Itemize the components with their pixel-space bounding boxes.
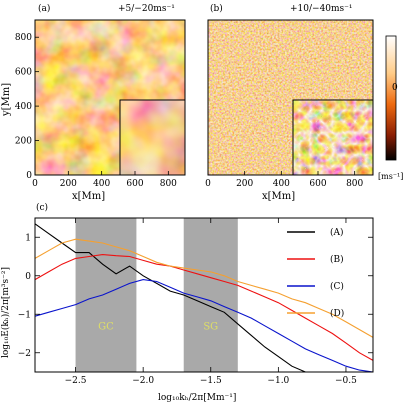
panel-a-range: +5/−20ms⁻¹ [118, 4, 175, 14]
x-tick-label: −0.5 [335, 376, 357, 386]
panel-b-xtick-label: 600 [309, 179, 326, 189]
panel-a-image [34, 19, 186, 176]
panel-a-ylabel: y[Mm] [1, 82, 12, 116]
panel-b-label: (b) [210, 4, 223, 14]
legend-label-b: (B) [330, 254, 344, 265]
y-tick-label: −2 [18, 349, 31, 359]
panel-a-xtick-label: 0 [32, 179, 38, 189]
panel-b-xtick-label: 800 [346, 179, 363, 189]
panel-b-range: +10/−40ms⁻¹ [290, 4, 353, 14]
series-line-c [34, 279, 374, 373]
colorbar-zero-label: 0 [392, 83, 398, 93]
colorbar [385, 35, 397, 161]
panel-c-label: (c) [36, 203, 49, 213]
y-tick-label: −1 [18, 310, 31, 320]
panel-a-xtick-label: 400 [93, 179, 110, 189]
panel-a-xtick-label: 800 [160, 179, 177, 189]
panel-a-label: (a) [38, 4, 51, 14]
x-tick-label: −1.0 [267, 376, 289, 386]
panel-a-xtick-label: 600 [126, 179, 143, 189]
panel-b-xlabel: x[Mm] [262, 191, 296, 202]
x-tick-label: −1.5 [200, 376, 222, 386]
chart-xlabel: log₁₀kₕ/2π[Mm⁻¹] [158, 393, 237, 403]
legend-label-d: (D) [330, 308, 344, 319]
y-tick-label: 0 [25, 272, 31, 282]
panel-a-ytick-label: 600 [15, 68, 32, 78]
panel-b-zoom-inset [293, 100, 373, 175]
panel-b-xtick-label: 400 [273, 179, 290, 189]
panel-a-ytick-label: 400 [15, 102, 32, 112]
panel-a-xtick-label: 200 [60, 179, 77, 189]
legend-label-a: (A) [330, 227, 344, 238]
x-tick-label: −2.5 [65, 376, 87, 386]
legend-label-c: (C) [330, 281, 344, 292]
panel-b-xtick-label: 0 [205, 179, 211, 189]
plot-frame [34, 217, 374, 373]
chart-ylabel: log₁₀E(kₕ)/2π[m³s⁻²] [1, 266, 11, 358]
spectrum-chart: GC SG (A) (B) (C) (D) −2.5 −2.0 −1.5 −1.0 −0.5 −2 −1… [18, 217, 374, 386]
series-line-b [34, 254, 374, 361]
panel-b-xtick-label: 200 [236, 179, 253, 189]
series-line-d [34, 238, 374, 338]
band-label: SG [203, 322, 218, 333]
series-line-a [34, 223, 306, 373]
panel-a-ytick-label: 800 [15, 33, 32, 43]
panel-a-ytick-label: 0 [26, 171, 32, 181]
panel-a-xlabel: x[Mm] [72, 191, 106, 202]
panel-a-ytick-label: 200 [15, 137, 32, 147]
colorbar-unit: [ms⁻¹] [378, 172, 404, 181]
band-gc [75, 218, 137, 372]
panel-a-zoom-inset [120, 100, 185, 175]
band-label: GC [98, 322, 114, 333]
x-tick-label: −2.0 [132, 376, 154, 386]
y-tick-label: 1 [25, 233, 31, 243]
image-axes-ticks: 0 200 400 600 800 0 200 400 600 800 0 200 400 600 800 [15, 33, 364, 189]
band-sg [183, 218, 238, 372]
panel-b-image [207, 19, 374, 176]
